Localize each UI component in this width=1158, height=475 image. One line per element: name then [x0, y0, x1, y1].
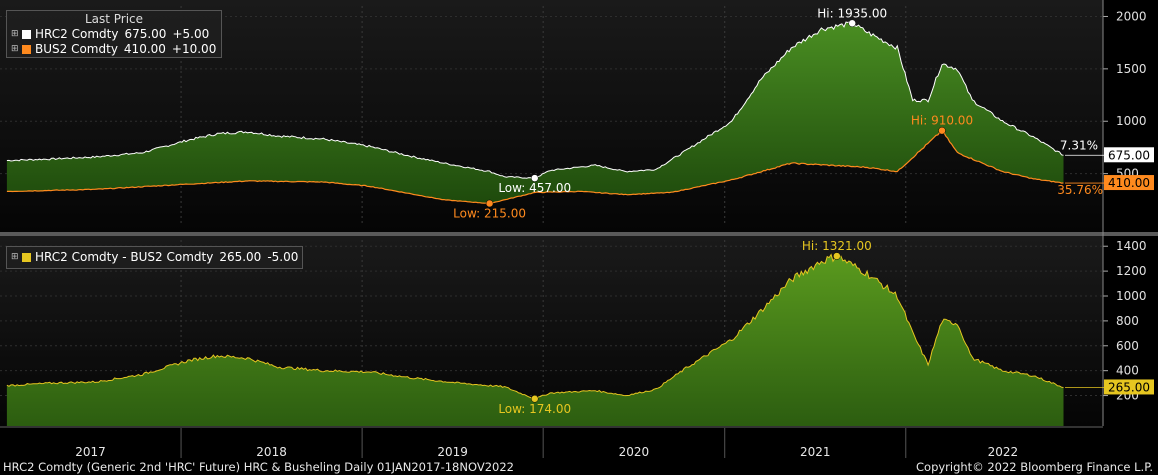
- annotation-marker: [848, 19, 856, 28]
- annotation-marker: [530, 174, 539, 182]
- x-tick-label: 2017: [75, 445, 106, 459]
- legend-bus-name: BUS2 Comdty: [35, 42, 118, 56]
- legend-bus-last: 410.00: [123, 42, 166, 56]
- legend-hrc-last: 675.00: [124, 27, 167, 41]
- bus-last-value-box: [1104, 175, 1154, 191]
- annotations: Hi: 1935.00 Low: 457.00 Hi: 910.00 Low: 215…: [453, 6, 1154, 416]
- x-tick-label: 2022: [988, 445, 1019, 459]
- y-tick-label: 400: [1116, 364, 1139, 378]
- bus-series-line: [6, 130, 1064, 204]
- footer-copyright-text: Copyright© 2022 Bloomberg Finance L.P.: [916, 460, 1153, 474]
- y-tick-label: 1200: [1116, 264, 1147, 278]
- legend-spread-name: HRC2 Comdty - BUS2 Comdty: [35, 250, 214, 264]
- spread-last-value-box: [1104, 379, 1154, 395]
- spread-swatch: [22, 253, 31, 262]
- panel-separator: [0, 232, 1158, 236]
- plot-area: [6, 20, 1064, 426]
- annotation-label: Hi: 1321.00: [802, 239, 872, 253]
- hrc-swatch: [22, 30, 31, 39]
- expand-icon[interactable]: ⊞: [11, 252, 19, 262]
- annotation-marker: [485, 199, 494, 208]
- legend-spread-last: 265.00: [219, 250, 262, 264]
- top-legend: Last Price ⊞ HRC2 Comdty 675.00 +5.00 ⊞ …: [6, 10, 222, 58]
- annotation-marker: [938, 126, 946, 135]
- footer-source-text: HRC2 Comdty (Generic 2nd 'HRC' Future) H…: [3, 460, 514, 474]
- legend-title: Last Price: [84, 12, 144, 26]
- hrc-last-value-box: [1104, 147, 1154, 163]
- spread-last-value-label: 265.00: [1108, 380, 1150, 394]
- bus-swatch: [22, 45, 31, 54]
- y-tick-label: 2000: [1116, 9, 1147, 23]
- y-tick-label: 1000: [1116, 114, 1147, 128]
- legend-bus-change: +10.00: [171, 42, 217, 56]
- expand-icon[interactable]: ⊞: [11, 29, 19, 39]
- bus-change-pct-label: 35.76%: [1057, 183, 1103, 197]
- y-tick-label: 1500: [1116, 62, 1147, 76]
- annotation-label: Hi: 1935.00: [817, 6, 887, 20]
- bottom-legend: ⊞ HRC2 Comdty - BUS2 Comdty 265.00 -5.00: [6, 246, 304, 269]
- hrc-last-value-label: 675.00: [1108, 148, 1150, 162]
- legend-spread-change: -5.00: [267, 250, 299, 264]
- spread-area: [6, 254, 1064, 426]
- legend-item-hrc[interactable]: ⊞ HRC2 Comdty 675.00 +5.00: [7, 27, 221, 42]
- expand-icon[interactable]: ⊞: [11, 44, 19, 54]
- x-tick-label: 2018: [256, 445, 287, 459]
- y-tick-label: 1000: [1116, 289, 1147, 303]
- annotation-label: Hi: 910.00: [911, 114, 973, 128]
- annotation-marker: [833, 252, 841, 260]
- legend-hrc-change: +5.00: [172, 27, 210, 41]
- bus-last-value-label: 410.00: [1108, 176, 1150, 190]
- hrc-bus-band-area: [6, 21, 1064, 204]
- x-tick-label: 2020: [619, 445, 650, 459]
- x-tick-label: 2019: [437, 445, 468, 459]
- x-tick-label: 2021: [800, 445, 831, 459]
- y-tick-label: 800: [1116, 314, 1139, 328]
- legend-hrc-name: HRC2 Comdty: [35, 27, 119, 41]
- annotation-label: Low: 215.00: [453, 206, 526, 220]
- legend-item-spread[interactable]: ⊞ HRC2 Comdty - BUS2 Comdty 265.00 -5.00: [7, 250, 302, 265]
- annotation-label: Low: 174.00: [498, 402, 571, 416]
- annotation-marker: [530, 395, 539, 403]
- hrc-change-pct-label: 7.31%: [1060, 138, 1098, 152]
- y-tick-label: 600: [1116, 339, 1139, 353]
- y-tick-label: 1400: [1116, 239, 1147, 253]
- annotation-label: Low: 457.00: [498, 181, 571, 195]
- legend-item-bus[interactable]: ⊞ BUS2 Comdty 410.00 +10.00: [7, 42, 221, 57]
